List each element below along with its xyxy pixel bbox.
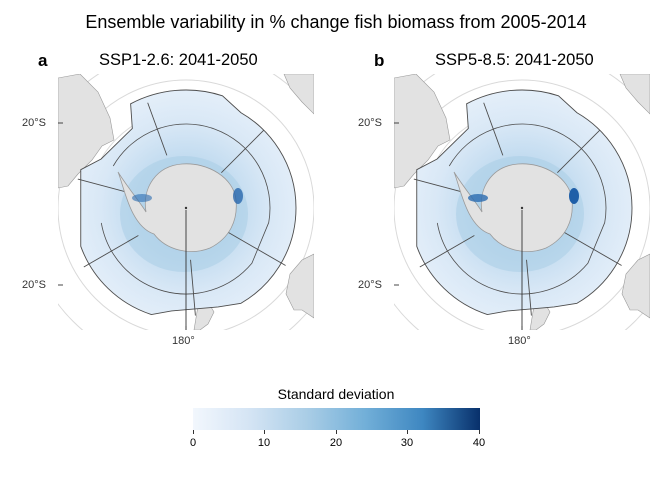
south-pole-marker [184,206,188,210]
land-south-america [58,74,115,189]
land-australia [621,253,650,319]
colorbar-label-40: 40 [472,437,486,449]
land-africa [283,74,314,115]
land-south-america [394,74,451,189]
land-africa [619,74,650,115]
colorbar-tick [193,430,194,434]
panel-a-title: SSP1-2.6: 2041-2050 [99,51,258,69]
colorbar-tick [336,430,337,434]
sector-boundary [227,231,286,266]
hotspot [468,194,488,202]
panel-a-letter: a [38,51,48,70]
panel-b-letter: b [374,51,385,70]
colorbar-label-10: 10 [257,437,271,449]
panel-b-map [394,74,650,330]
hotspot [569,188,579,204]
panel-a-lat-label-bottom: 20°S [22,279,46,291]
sector-boundary [190,259,196,316]
panel-a-map [58,74,314,330]
land-antarctica [117,163,237,252]
colorbar-label-20: 20 [329,437,343,449]
sector-boundary [563,231,622,266]
sector-boundary [77,178,129,193]
map-content [58,74,314,330]
panel-a-lat-label-top: 20°S [22,117,46,129]
panel-b-lat-label-top: 20°S [358,117,382,129]
land-antarctica [453,163,573,252]
sector-boundary [526,259,532,316]
colorbar-tick [407,430,408,434]
hotspot [233,188,243,204]
sector-boundary [419,235,475,268]
zone-boundary [436,123,607,295]
colorbar-label-30: 30 [400,437,414,449]
figure-title: Ensemble variability in % change fish bi… [85,12,587,32]
map-content [394,74,650,330]
sector-boundary [83,235,139,268]
colorbar [193,408,480,430]
hotspot [132,194,152,202]
zone-boundary [100,123,271,295]
colorbar-tick [479,430,480,434]
panel-b-title: SSP5-8.5: 2041-2050 [435,51,594,69]
colorbar-tick [264,430,265,434]
sector-boundary [221,129,265,173]
panel-b-lon-label: 180° [508,335,531,347]
panel-a-lon-label: 180° [172,335,195,347]
land-australia [285,253,314,319]
colorbar-label-0: 0 [189,437,197,449]
sector-boundary [557,129,601,173]
panel-b-lat-label-bottom: 20°S [358,279,382,291]
south-pole-marker [520,206,524,210]
sector-boundary [413,178,465,193]
legend-title: Standard deviation [277,386,395,402]
